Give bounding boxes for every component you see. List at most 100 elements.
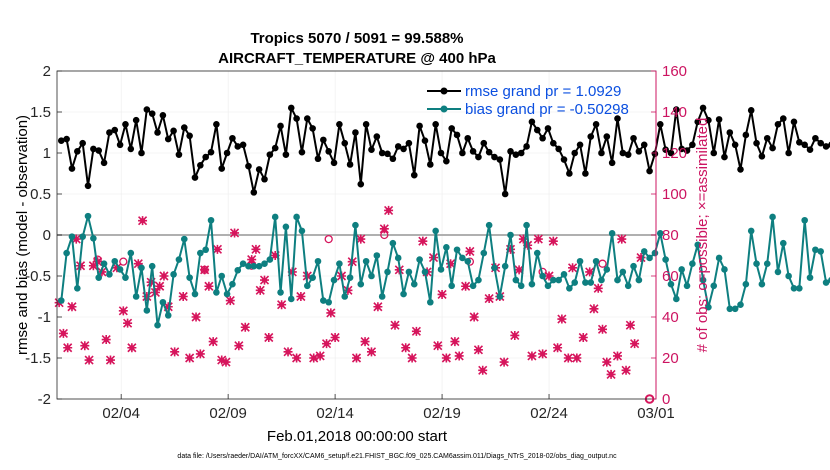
bias-point [154, 321, 161, 329]
bias-point [394, 254, 402, 262]
bias-point [459, 254, 466, 262]
rmse-point [507, 148, 514, 155]
bias-point [106, 271, 113, 278]
bias-point [261, 260, 268, 268]
rmse-point [261, 175, 268, 183]
rmse-point [678, 145, 685, 153]
rmse-point [427, 161, 434, 168]
bias-point [116, 266, 124, 273]
rmse-point [512, 151, 520, 158]
obs-assimilated-point [578, 332, 588, 343]
rmse-point [197, 162, 204, 169]
rmse-point [485, 148, 493, 156]
obs-assimilated-point [568, 263, 578, 273]
rmse-point [154, 129, 161, 136]
rmse-point [817, 139, 825, 147]
bias-point [90, 234, 97, 242]
bias-point [271, 213, 279, 221]
rmse-point [293, 115, 300, 122]
bias-point [197, 249, 204, 257]
bias-point [159, 298, 167, 306]
x-axis-ticks: 02/04 02/09 02/14 02/19 02/24 03/01 [102, 394, 675, 422]
y2-tick-label: 0 [662, 391, 670, 408]
obs-assimilated-point [159, 271, 169, 281]
bias-point [571, 279, 579, 286]
rmse-point [437, 149, 445, 157]
x-tick-label: 02/09 [209, 405, 247, 422]
rmse-point [576, 141, 584, 149]
obs-assimilated-point [465, 246, 475, 256]
bias-point [806, 274, 814, 281]
bias-point [330, 276, 338, 284]
rmse-point [143, 106, 151, 113]
bias-point [769, 213, 776, 221]
bias-point [464, 257, 472, 265]
bias-point [362, 257, 370, 265]
y2-tick-label: 140 [662, 104, 687, 121]
bias-point [437, 266, 445, 273]
obs-assimilated-point [234, 341, 244, 351]
bias-point [453, 246, 461, 254]
rmse-point [646, 167, 653, 175]
bias-point [448, 282, 455, 290]
rmse-point [255, 166, 263, 173]
rmse-point [229, 134, 236, 142]
bias-point [255, 262, 263, 270]
bias-point [689, 260, 696, 268]
obs-assimilated-point [251, 244, 261, 254]
obs-assimilated-point [538, 349, 548, 359]
rmse-point [523, 143, 530, 150]
bias-point [63, 249, 70, 257]
chart-title: Tropics 5070 / 5091 = 99.588% [250, 30, 463, 47]
bias-point [715, 254, 723, 262]
obs-assimilated-point [621, 365, 631, 375]
obs-assimilated-point [118, 306, 128, 316]
obs-assimilated-point [450, 337, 460, 347]
obs-assimilated-point [270, 250, 280, 261]
rmse-point [822, 143, 830, 150]
obs-assimilated-point [499, 357, 509, 367]
rmse-point [432, 121, 439, 128]
rmse-point [459, 149, 466, 157]
rmse-point [325, 148, 332, 155]
bias-point [143, 307, 151, 314]
bias-point [673, 295, 680, 303]
obs-assimilated-point [326, 308, 336, 318]
y-tick-label: 2 [43, 63, 51, 80]
obs-assimilated-point [170, 347, 180, 357]
obs-assimilated-point [264, 332, 274, 343]
bias-point [207, 216, 215, 224]
obs-assimilated-point [101, 334, 111, 345]
rmse-point [421, 137, 429, 144]
rmse-point [705, 116, 712, 124]
rmse-point [790, 118, 798, 126]
bias-point [384, 268, 391, 276]
obs-assimilated-point [127, 343, 137, 353]
bias-point [801, 216, 808, 224]
y-tick-label: 1.5 [30, 104, 51, 121]
bias-point [341, 293, 349, 300]
obs-assimilated-point [351, 353, 362, 363]
bias-point [416, 256, 423, 263]
rmse-point [694, 118, 702, 126]
bias-point [239, 260, 247, 268]
obs-possible-point [380, 230, 389, 240]
rmse-point [758, 152, 766, 160]
bias-point [84, 212, 92, 220]
y-tick-label: -2 [38, 391, 51, 408]
obs-assimilated-point [229, 228, 240, 238]
bias-point [234, 266, 242, 274]
rmse-point [287, 104, 295, 112]
x-tick-label: 02/19 [423, 405, 461, 422]
rmse-point [368, 146, 375, 154]
bias-point [726, 305, 734, 313]
obs-assimilated-point [548, 236, 558, 246]
obs-assimilated-point [585, 267, 595, 277]
obs-assimilated-point [533, 234, 543, 244]
bias-point [533, 249, 541, 257]
obs-assimilated-point [527, 351, 537, 361]
rmse-point [453, 131, 461, 139]
bias-point [378, 293, 386, 300]
rmse-point [737, 166, 744, 173]
